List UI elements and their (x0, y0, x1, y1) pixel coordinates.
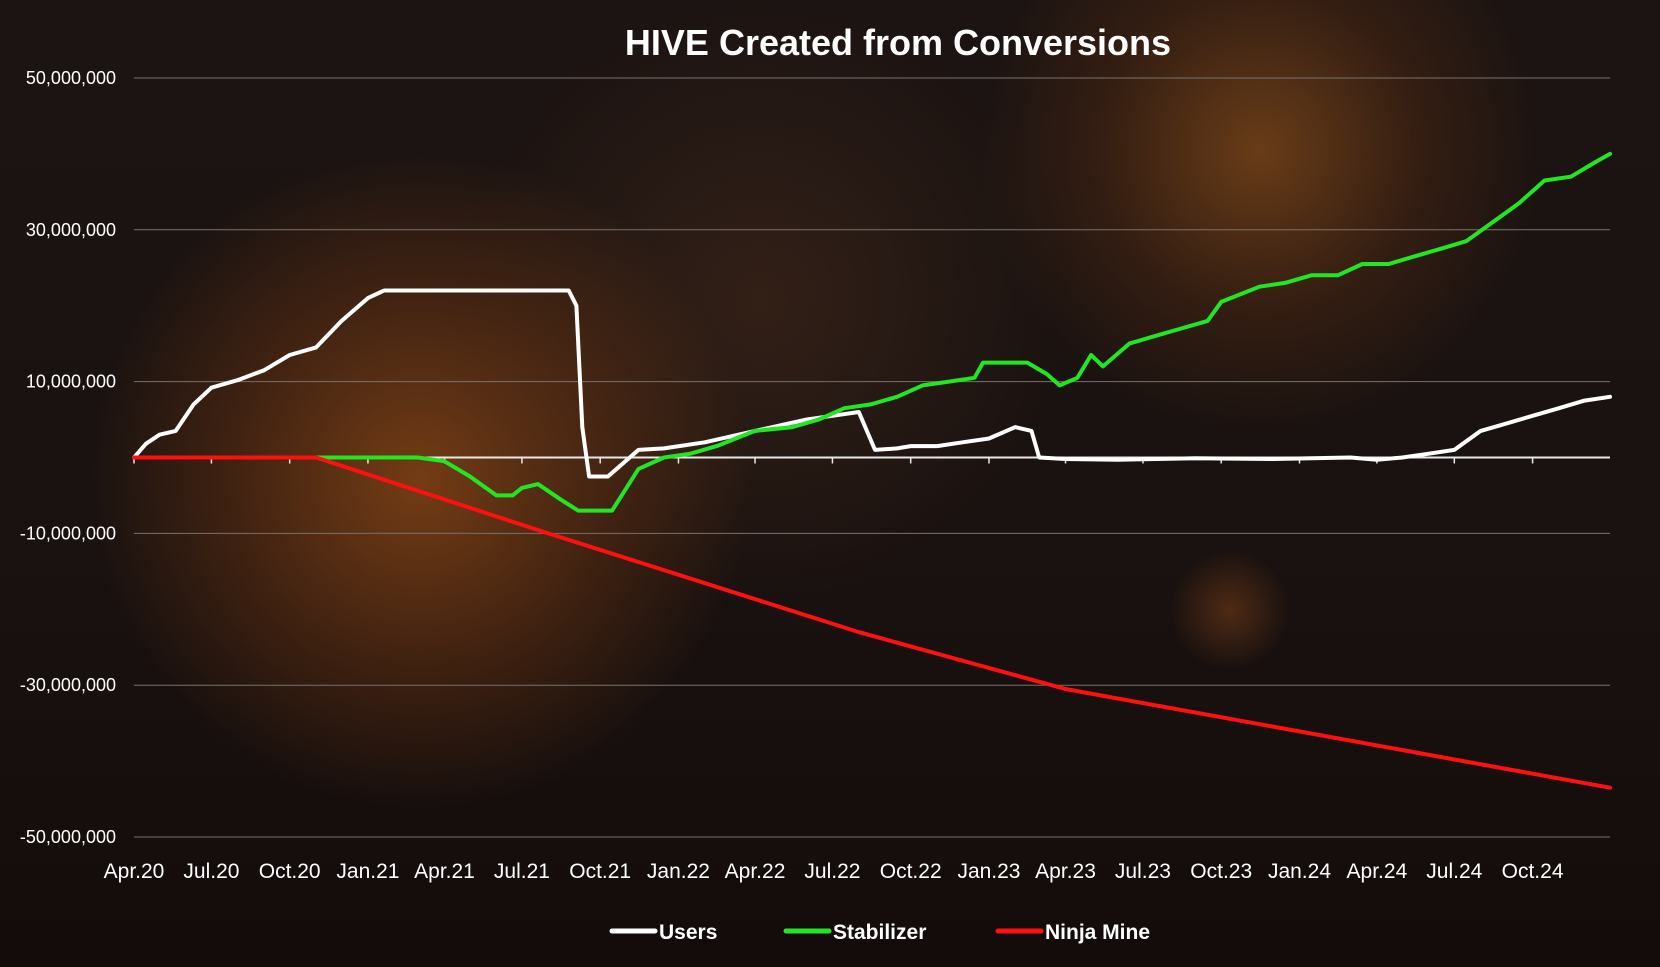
x-tick-label: Jul.23 (1115, 860, 1171, 883)
legend: Users Stabilizer Ninja Mine (609, 921, 1150, 944)
y-tick-label: -30,000,000 (20, 675, 116, 695)
series-line-ninja-mine (132, 455, 1612, 790)
x-tick-label: Oct.24 (1502, 860, 1564, 883)
series-lines (132, 151, 1612, 790)
axes: 50,000,000 30,000,000 10,000,000 -10,000,00… (20, 68, 1610, 883)
series-line-users (132, 288, 1612, 479)
x-tick-label: Apr.22 (725, 860, 786, 883)
x-tick-label: Oct.23 (1190, 860, 1252, 883)
x-tick-label: Apr.23 (1035, 860, 1096, 883)
x-tick-label: Jul.24 (1426, 860, 1482, 883)
x-tick-label: Jan.21 (336, 860, 399, 883)
y-tick-label: -10,000,000 (20, 523, 116, 543)
legend-label: Stabilizer (833, 921, 926, 944)
x-tick-label: Jan.23 (957, 860, 1020, 883)
x-tick-label: Jul.21 (494, 860, 550, 883)
series-line-stabilizer (132, 151, 1612, 513)
x-tick-label: Jul.22 (804, 860, 860, 883)
x-tick-label: Apr.20 (104, 860, 165, 883)
x-tick-label: Jan.22 (647, 860, 710, 883)
x-tick-label: Oct.21 (569, 860, 631, 883)
x-tick-label: Apr.24 (1347, 860, 1408, 883)
x-tick-label: Jul.20 (183, 860, 239, 883)
x-tick-label: Jan.24 (1268, 860, 1331, 883)
gridlines (134, 77, 1610, 838)
chart-title: HIVE Created from Conversions (625, 22, 1171, 63)
legend-label: Users (659, 921, 717, 944)
y-tick-label: 30,000,000 (26, 220, 116, 240)
x-tick-label: Oct.20 (259, 860, 321, 883)
legend-label: Ninja Mine (1045, 921, 1150, 944)
x-tick-label: Oct.22 (880, 860, 942, 883)
y-tick-label: 50,000,000 (26, 68, 116, 88)
x-tick-label: Apr.21 (414, 860, 475, 883)
y-tick-label: 10,000,000 (26, 372, 116, 392)
y-tick-label: -50,000,000 (20, 827, 116, 847)
